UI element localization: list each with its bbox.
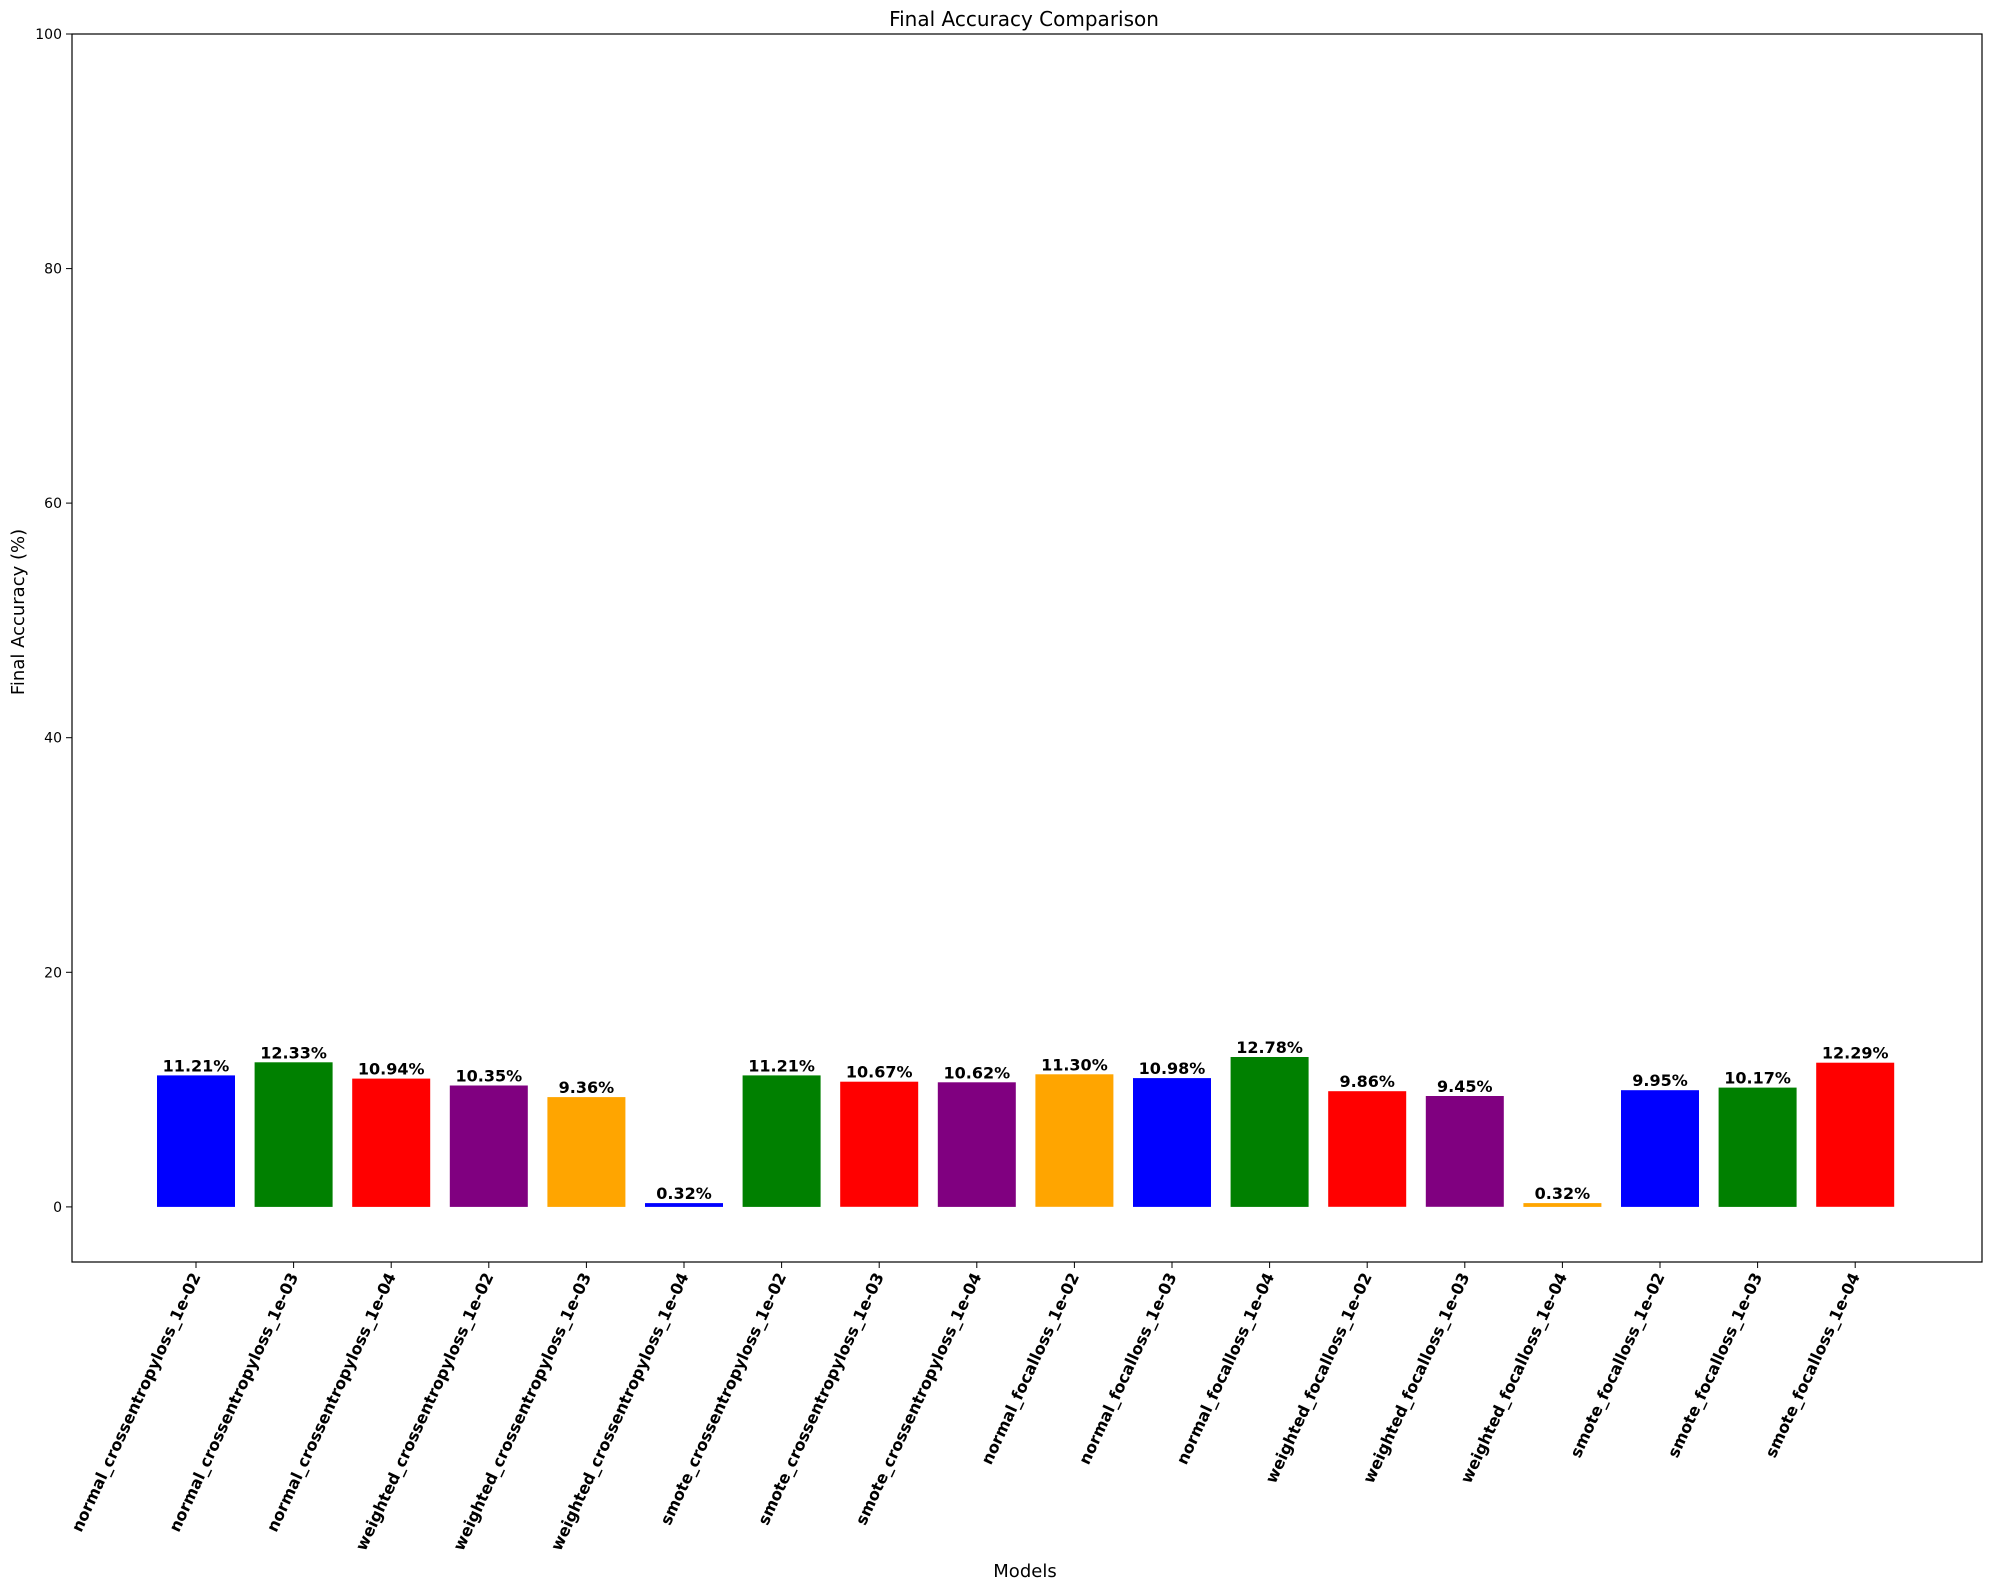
bar-normal_focalloss_1e-03 (1133, 1078, 1211, 1207)
data-label: 10.94% (358, 1060, 425, 1079)
y-tick-label: 20 (44, 965, 62, 981)
bars-group (157, 1057, 1895, 1207)
bar-weighted_focalloss_1e-04 (1523, 1203, 1602, 1207)
data-label: 0.32% (656, 1184, 712, 1203)
data-label: 9.36% (559, 1078, 615, 1097)
bar-weighted_crossentropyloss_1e-02 (449, 1085, 528, 1207)
data-label: 11.30% (1041, 1055, 1108, 1074)
y-tick-label: 80 (44, 262, 62, 278)
data-label: 11.21% (748, 1056, 815, 1075)
bar-normal_focalloss_1e-02 (1035, 1074, 1114, 1207)
x-axis-label: Models (993, 1561, 1056, 1582)
bar-weighted_crossentropyloss_1e-04 (645, 1203, 723, 1207)
bar-smote_focalloss_1e-02 (1621, 1090, 1699, 1207)
bar-weighted_focalloss_1e-02 (1328, 1091, 1407, 1207)
data-label: 9.45% (1437, 1077, 1493, 1096)
data-label: 0.32% (1535, 1184, 1591, 1203)
data-labels-group: 11.21% 12.33% 10.94% 10.35% 9.36% 0.32% 11.21%… (163, 1038, 1889, 1203)
y-axis: 0 20 40 60 80 100 (35, 27, 72, 1216)
bar-normal_crossentropyloss_1e-02 (157, 1075, 235, 1207)
y-tick-label: 60 (44, 496, 62, 512)
data-label: 12.33% (260, 1043, 327, 1062)
bar-smote_crossentropyloss_1e-02 (742, 1075, 821, 1207)
y-tick-label: 40 (44, 731, 62, 747)
data-label: 10.17% (1724, 1069, 1791, 1088)
bar-smote_focalloss_1e-03 (1718, 1087, 1797, 1207)
data-label: 9.95% (1632, 1071, 1688, 1090)
bar-weighted_crossentropyloss_1e-03 (547, 1097, 626, 1207)
data-label: 11.21% (163, 1056, 230, 1075)
plot-frame (71, 33, 1983, 1263)
bar-smote_crossentropyloss_1e-03 (840, 1081, 919, 1207)
bar-normal_crossentropyloss_1e-03 (254, 1062, 333, 1207)
data-label: 10.67% (846, 1063, 913, 1082)
data-label: 10.35% (455, 1067, 522, 1086)
data-label: 10.98% (1139, 1059, 1206, 1078)
chart-title: Final Accuracy Comparison (889, 7, 1159, 31)
data-label: 9.86% (1339, 1072, 1395, 1091)
data-label: 12.78% (1236, 1038, 1303, 1057)
bar-normal_crossentropyloss_1e-04 (352, 1078, 431, 1207)
bar-normal_focalloss_1e-04 (1230, 1057, 1309, 1207)
bar-weighted_focalloss_1e-03 (1425, 1096, 1504, 1207)
data-label: 12.29% (1822, 1044, 1889, 1063)
y-tick-label: 0 (53, 1200, 62, 1216)
y-axis-label: Final Accuracy (%) (8, 529, 29, 695)
data-label: 10.62% (943, 1063, 1010, 1082)
bar-smote_focalloss_1e-04 (1816, 1062, 1895, 1207)
bar-smote_crossentropyloss_1e-04 (937, 1082, 1016, 1207)
y-tick-label: 100 (35, 27, 62, 43)
